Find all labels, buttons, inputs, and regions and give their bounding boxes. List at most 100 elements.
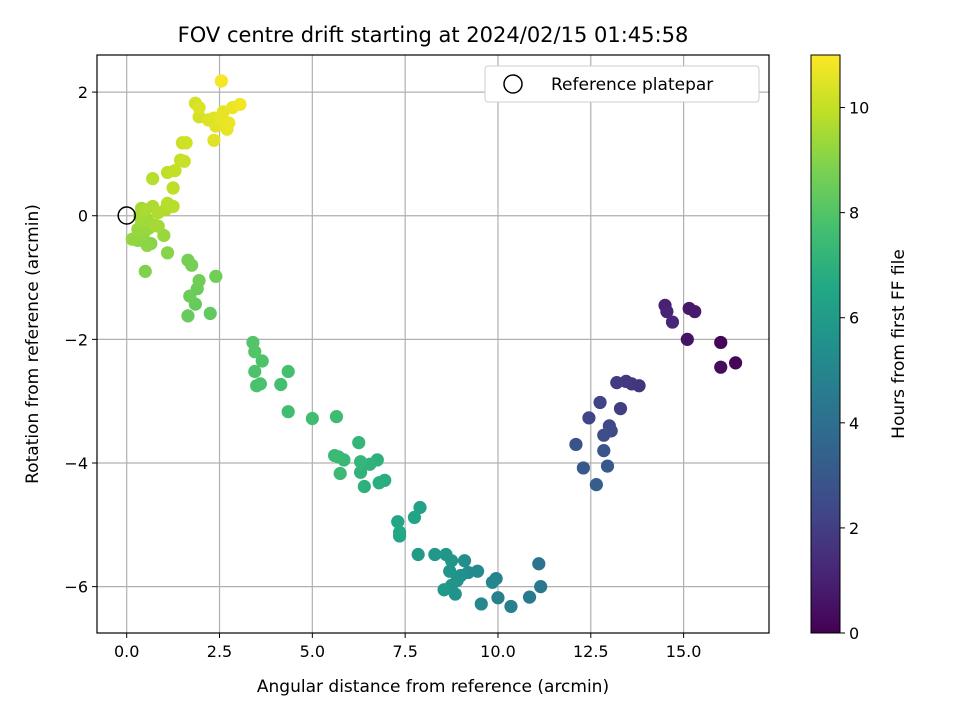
data-point (147, 218, 162, 232)
data-point (569, 437, 583, 452)
data-point (214, 74, 228, 88)
colorbar-label: Hours from first FF file (889, 249, 909, 439)
data-point (329, 410, 344, 424)
data-point (333, 466, 347, 481)
data-point (576, 461, 590, 475)
data-point (250, 379, 264, 393)
x-tick-label: 5.0 (300, 642, 325, 661)
colorbar: 0 2 4 6 8 10 Hours from first FF file (810, 54, 909, 643)
data-point (305, 411, 319, 426)
data-point (255, 354, 269, 368)
reference-platepar-marker (117, 206, 136, 225)
colorbar-tick-label: 0 (849, 624, 859, 643)
colorbar-gradient (810, 54, 841, 634)
data-point (485, 575, 500, 589)
data-point (274, 377, 288, 392)
colorbar-ticks: 0 2 4 6 8 10 (840, 99, 869, 643)
data-point (428, 547, 442, 562)
data-point (357, 479, 371, 494)
x-tick-label: 10.0 (480, 642, 516, 661)
data-point (354, 455, 368, 469)
legend-box (484, 65, 760, 103)
data-point (439, 547, 453, 562)
data-point (166, 199, 180, 214)
x-axis-label: Angular distance from reference (arcmin) (257, 677, 609, 697)
legend: Reference platepar (484, 65, 760, 103)
data-point (411, 547, 425, 562)
data-point (610, 376, 624, 390)
data-point (207, 133, 221, 147)
colorbar-tick-label: 2 (849, 519, 859, 538)
data-point (680, 332, 694, 346)
y-tick-label: 2 (78, 83, 88, 102)
colorbar-tick-label: 10 (849, 99, 869, 118)
data-point (246, 335, 260, 350)
data-point (168, 164, 182, 178)
data-point (281, 405, 295, 419)
data-point (179, 136, 193, 150)
x-tick-label: 12.5 (573, 642, 609, 661)
colorbar-tick-label: 4 (849, 414, 859, 433)
data-point (203, 306, 217, 320)
grid-lines (97, 55, 769, 633)
data-point (728, 356, 743, 370)
data-point (600, 459, 615, 473)
data-point (593, 395, 607, 410)
data-point (437, 583, 451, 597)
data-points (125, 74, 743, 614)
data-point (248, 364, 262, 379)
legend-marker-icon (503, 74, 523, 94)
x-tick-label: 0.0 (114, 642, 139, 661)
data-point (181, 253, 195, 267)
data-point (688, 304, 702, 319)
y-tick-label: −2 (64, 330, 88, 349)
data-point (597, 444, 611, 458)
legend-label: Reference platepar (551, 75, 713, 95)
x-tick-label: 2.5 (207, 642, 232, 661)
data-point (714, 360, 728, 374)
data-point (391, 515, 405, 529)
data-point (522, 590, 537, 604)
colorbar-tick-label: 6 (849, 309, 859, 328)
data-point (354, 465, 368, 479)
x-tick-label: 7.5 (392, 642, 417, 661)
data-point (457, 554, 472, 568)
data-point (660, 304, 674, 319)
data-point (534, 580, 548, 594)
y-tick-label: 0 (78, 207, 88, 226)
x-axis-ticks: 0.0 2.5 5.0 7.5 10.0 12.5 15.0 (114, 633, 701, 661)
data-point (714, 335, 728, 350)
y-tick-label: −6 (64, 578, 88, 597)
data-point (597, 428, 611, 442)
data-point (532, 557, 546, 571)
colorbar-tick-label: 8 (849, 204, 859, 223)
data-point (392, 525, 407, 539)
x-tick-label: 15.0 (666, 642, 702, 661)
y-axis-label: Rotation from reference (arcmin) (23, 204, 43, 484)
chart-title: FOV centre drift starting at 2024/02/15 … (178, 23, 689, 47)
data-point (665, 315, 680, 329)
data-point (177, 154, 191, 168)
data-point (504, 599, 518, 614)
data-point (138, 264, 152, 278)
data-point (443, 564, 457, 578)
data-point (146, 172, 160, 186)
data-point (474, 597, 488, 611)
data-point (613, 402, 628, 416)
data-point (372, 476, 386, 490)
data-point (209, 269, 223, 283)
data-point (181, 309, 195, 323)
data-point (166, 181, 180, 195)
data-point (192, 274, 206, 288)
data-point (125, 232, 139, 246)
y-axis-ticks: −6 −4 −2 0 2 (64, 83, 97, 597)
data-point (491, 591, 505, 605)
plot-frame (96, 54, 770, 634)
data-point (160, 246, 175, 260)
data-point (413, 500, 427, 515)
data-point (582, 411, 596, 425)
data-point (407, 510, 422, 524)
data-point (589, 478, 603, 492)
data-point (192, 100, 206, 115)
